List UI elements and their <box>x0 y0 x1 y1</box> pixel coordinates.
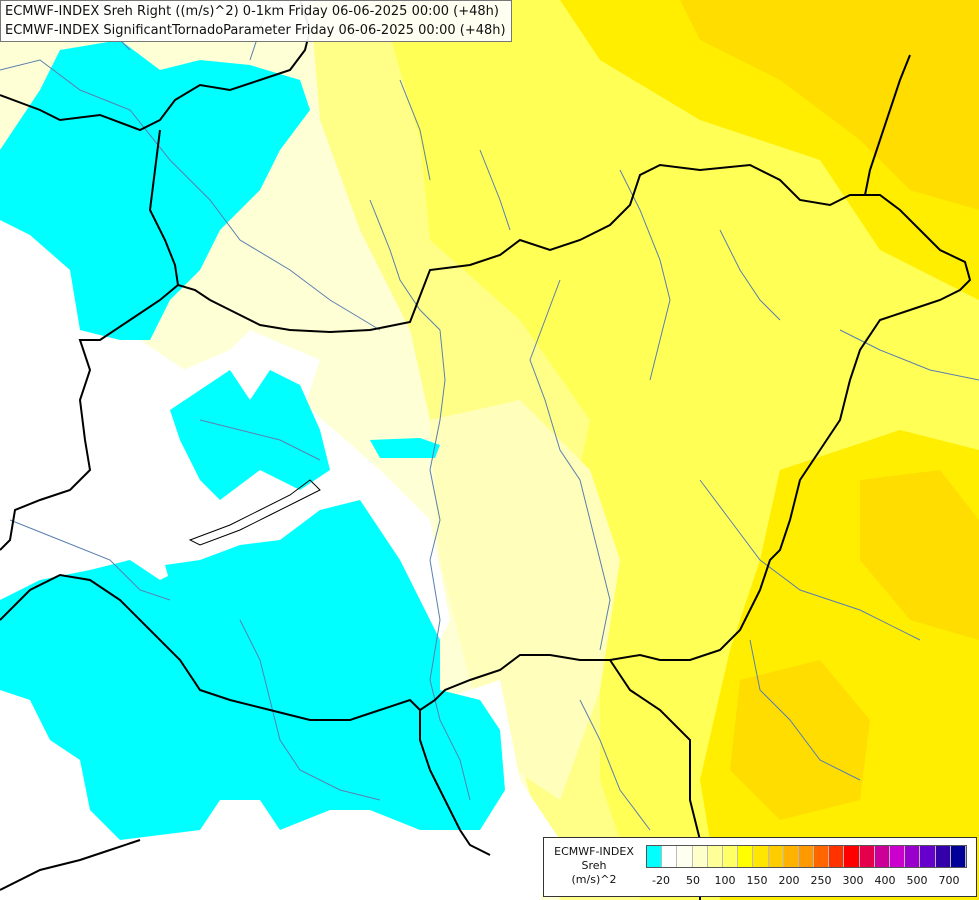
field-orange-northeast <box>680 0 979 210</box>
legend-swatch <box>722 846 739 867</box>
map-title-box: ECMWF-INDEX Sreh Right ((m/s)^2) 0-1km F… <box>0 0 512 42</box>
border-far-southwest <box>0 839 141 891</box>
legend-swatch <box>707 846 723 867</box>
legend-swatch <box>677 846 693 867</box>
legend-swatch <box>844 846 860 867</box>
legend-swatch <box>647 846 663 867</box>
legend-tick-label: 500 <box>906 874 928 887</box>
field-cyan-south <box>0 500 505 840</box>
legend-swatch <box>890 846 906 867</box>
legend-variable: Sreh <box>581 859 607 872</box>
field-cyan-small <box>165 560 210 600</box>
legend-tick-label: 400 <box>874 874 896 887</box>
legend-swatch <box>783 846 799 867</box>
legend-tick-label: 700 <box>938 874 960 887</box>
legend-swatch <box>814 846 830 867</box>
legend-swatch <box>692 846 708 867</box>
legend-swatch <box>662 846 678 867</box>
legend-swatch <box>738 846 754 867</box>
legend-swatch <box>798 846 815 867</box>
legend-tick-label: 300 <box>842 874 864 887</box>
title-line-sreh: ECMWF-INDEX Sreh Right ((m/s)^2) 0-1km F… <box>5 4 499 19</box>
legend-source: ECMWF-INDEX <box>554 845 634 858</box>
field-cyan-strip <box>370 438 440 458</box>
legend-unit: (m/s)^2 <box>571 873 617 886</box>
legend-swatch <box>920 846 936 867</box>
legend-tick-label: 50 <box>686 874 700 887</box>
legend-swatch <box>905 846 921 867</box>
legend-swatch <box>950 846 966 867</box>
border-north-west <box>0 0 312 132</box>
title-line-stp: ECMWF-INDEX SignificantTornadoParameter … <box>5 23 506 38</box>
field-cyan-northwest <box>0 40 310 340</box>
field-orange-southeast <box>860 470 979 640</box>
legend-swatch <box>768 846 784 867</box>
legend-tick-label: 250 <box>810 874 832 887</box>
legend-swatch <box>859 846 875 867</box>
border-southwest <box>0 573 421 721</box>
legend-tick-label: 100 <box>714 874 736 887</box>
field-orange-south <box>730 660 870 820</box>
border-northeast <box>864 54 911 196</box>
legend-labels: -20 50 100 150 200 250 300 400 500 700 <box>646 874 974 890</box>
legend-tick-label: -20 <box>652 874 670 887</box>
legend-swatch <box>874 846 890 867</box>
border-west-south <box>0 284 179 551</box>
legend-tick-label: 150 <box>746 874 768 887</box>
legend-swatches <box>646 845 967 868</box>
field-cyan-center-north <box>170 370 330 500</box>
color-legend: ECMWF-INDEX Sreh (m/s)^2 -20 50 100 150 200 2… <box>543 837 977 897</box>
legend-swatch <box>753 846 769 867</box>
border-lake-outline <box>188 479 321 546</box>
legend-swatch <box>829 846 845 867</box>
border-west-vertical <box>148 129 972 856</box>
legend-swatch <box>935 846 951 867</box>
legend-title: ECMWF-INDEX Sreh (m/s)^2 <box>544 845 644 887</box>
legend-tick-label: 200 <box>778 874 800 887</box>
rivers <box>0 0 979 831</box>
